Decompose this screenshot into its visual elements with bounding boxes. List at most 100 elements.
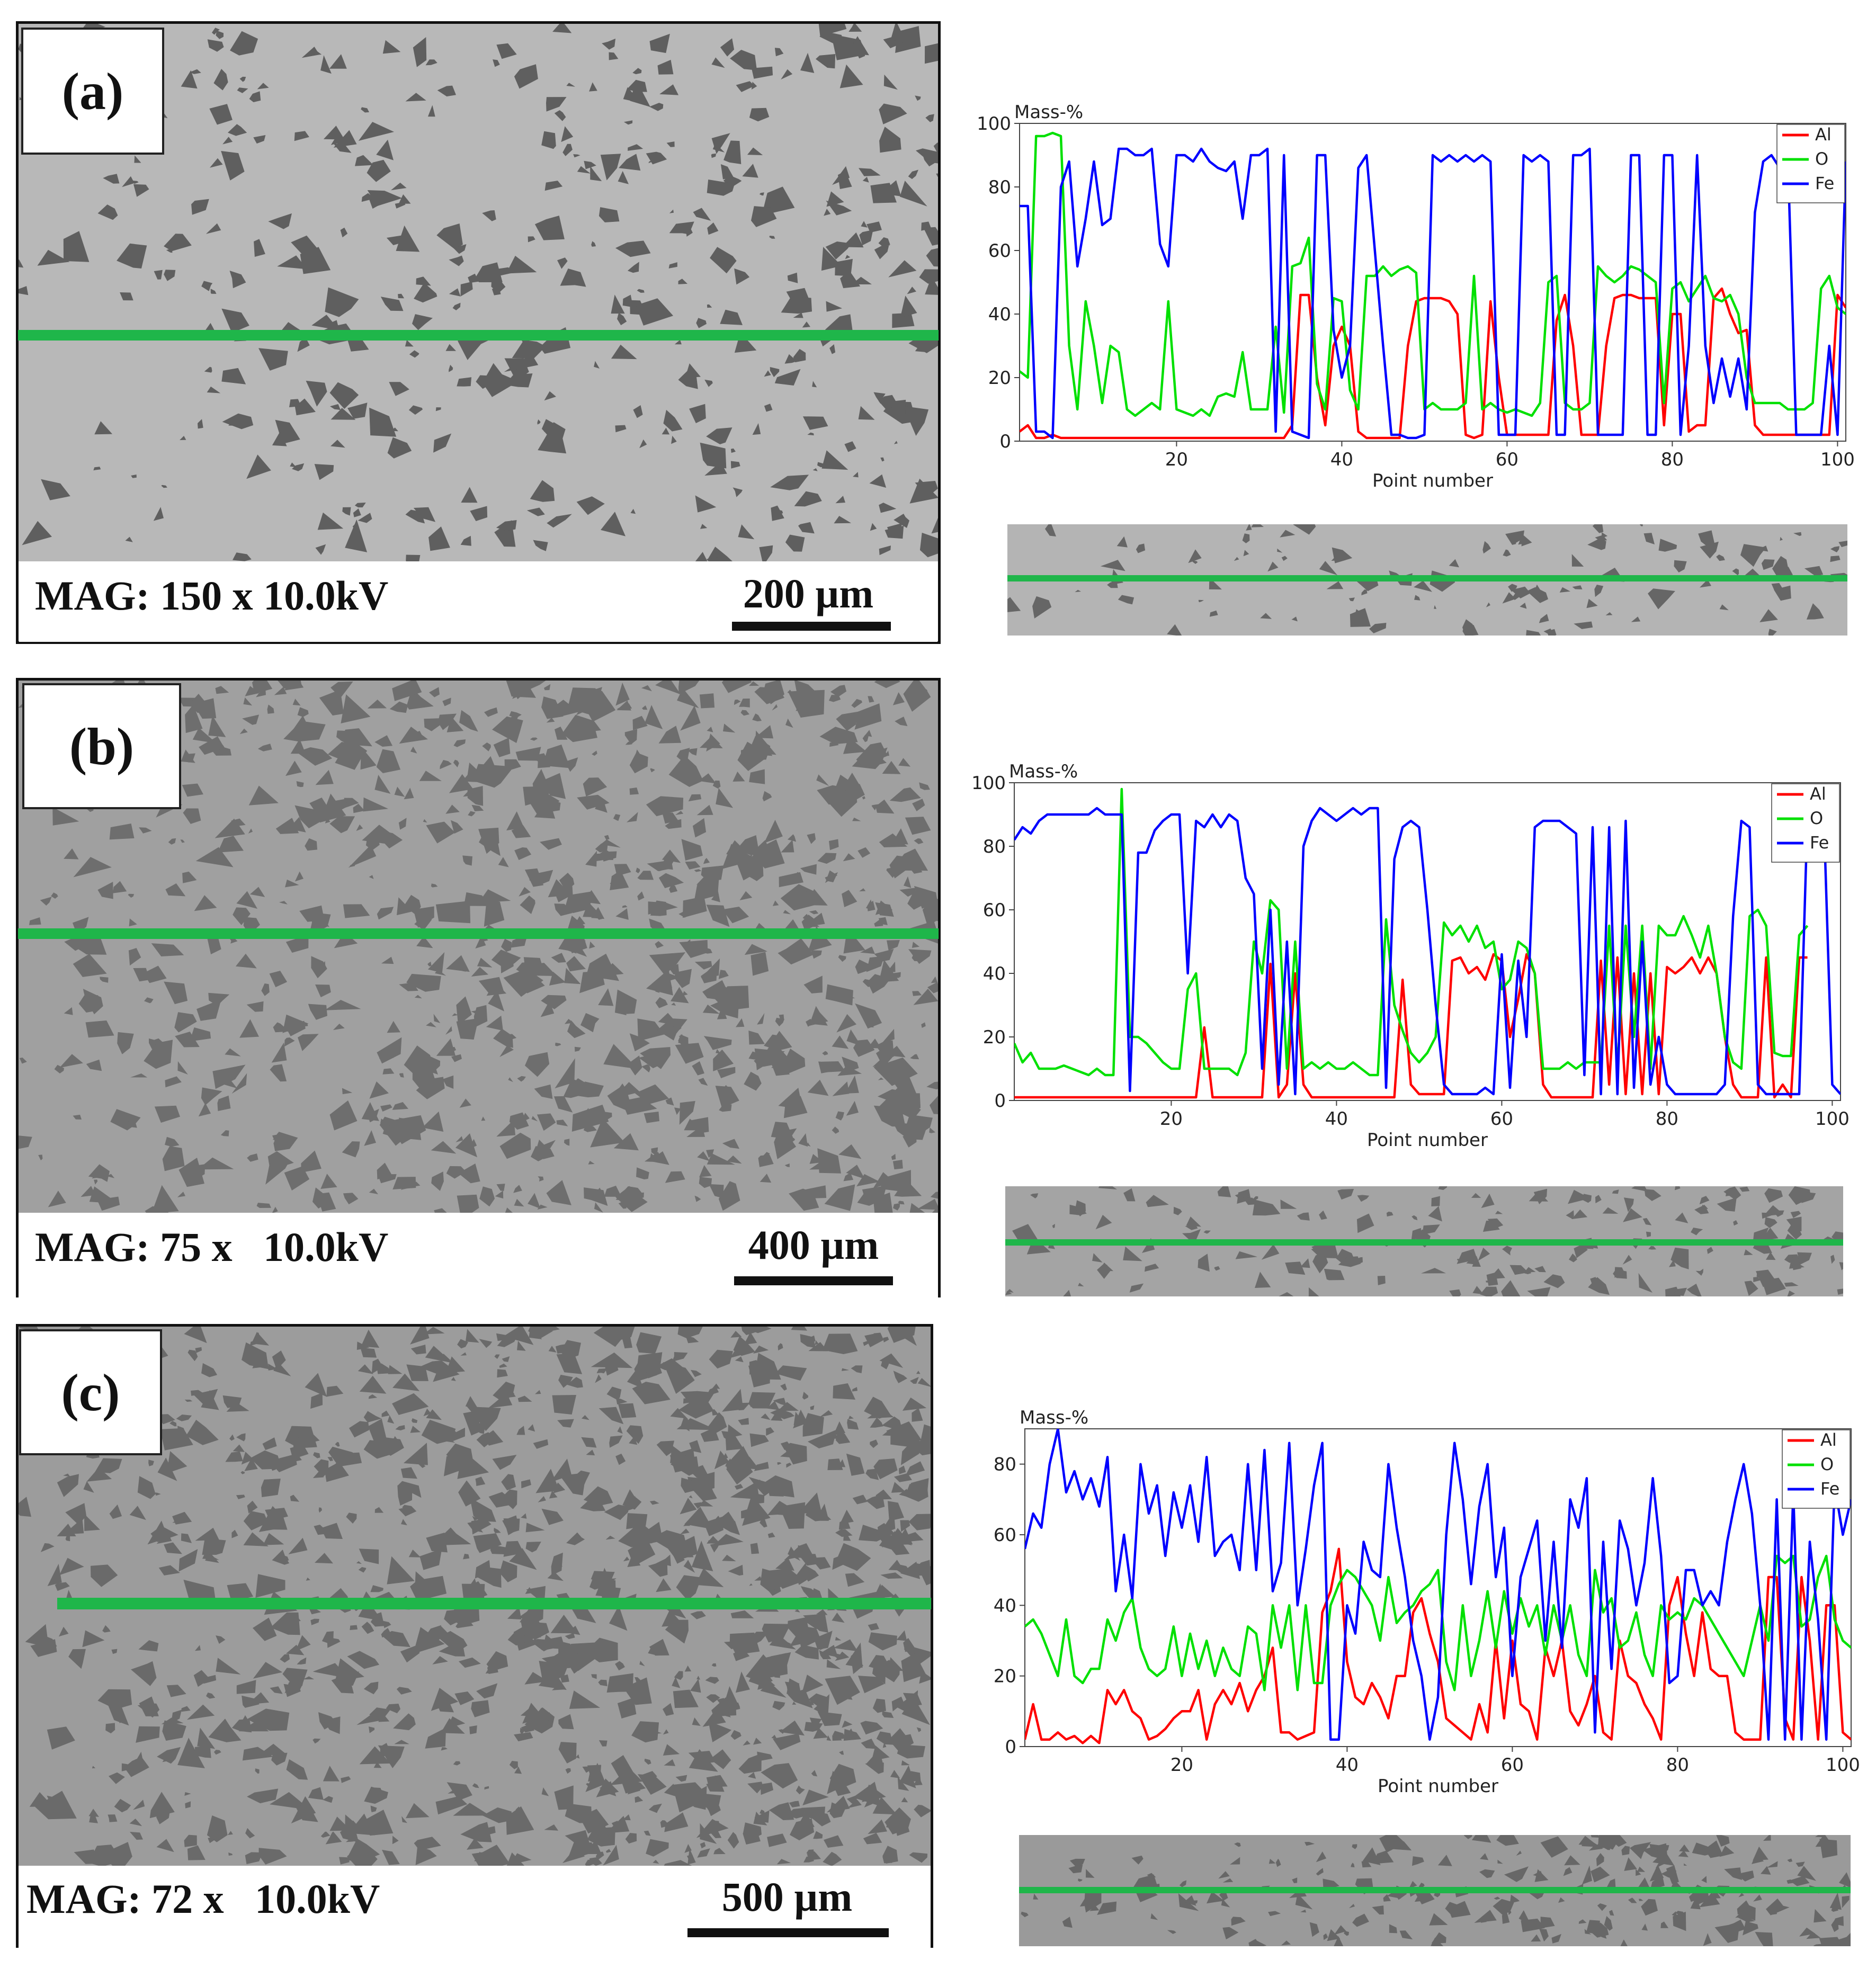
scale-bar-label: 200 µm — [743, 570, 874, 616]
scan-line-a — [18, 330, 939, 341]
series-line-o — [1025, 1554, 1851, 1691]
strip-scan-line-c — [1019, 1887, 1851, 1893]
panel-b-caption: MAG: 75 x 10.0kV 400 µm — [19, 1214, 937, 1297]
magnification-label: MAG: 75 x 10.0kV — [35, 1224, 389, 1270]
x-tick-label: 40 — [1336, 1755, 1359, 1776]
scan-strip-c — [1019, 1835, 1851, 1946]
y-tick-label: 80 — [994, 1454, 1016, 1475]
panel-a-caption: MAG: 150 x 10.0kV 200 µm — [19, 562, 937, 642]
legend-label-fe: Fe — [1810, 833, 1829, 853]
sem-texture-a — [18, 23, 939, 561]
line-profile-chart-a: Mass-% 0 20 40 60 80 100 20 40 60 80 100 Point numbe… — [964, 102, 1864, 516]
y-axis-label: Mass-% — [1009, 761, 1078, 782]
legend-label-fe: Fe — [1815, 173, 1834, 193]
scan-line-b — [18, 928, 939, 939]
line-profile-chart-c: Mass-% 0 20 40 60 80 20 40 60 80 100 Point number Al… — [969, 1407, 1870, 1822]
y-tick-label: 20 — [994, 1666, 1016, 1687]
y-tick-label: 0 — [994, 1090, 1006, 1112]
strip-scan-line-a — [1007, 575, 1847, 581]
x-tick-label: 80 — [1661, 449, 1684, 470]
legend-box — [1776, 124, 1845, 203]
x-tick-label: 100 — [1820, 449, 1855, 470]
series-line-al — [1025, 1547, 1851, 1744]
sem-texture-c — [18, 1327, 931, 1866]
x-tick-label: 40 — [1325, 1108, 1348, 1130]
legend-label-o: O — [1820, 1454, 1834, 1474]
y-tick-label: 20 — [983, 1027, 1006, 1048]
x-tick-label: 80 — [1666, 1755, 1689, 1776]
y-axis-label: Mass-% — [1020, 1407, 1088, 1428]
legend-label-o: O — [1815, 149, 1828, 169]
particle-group — [18, 680, 939, 1213]
line-profile-chart-b: Mass-% 0 20 40 60 80 100 20 40 60 80 100 Point numbe… — [959, 761, 1859, 1176]
panel-b-frame — [16, 678, 941, 1297]
y-tick-label: 100 — [977, 113, 1011, 135]
legend-label-o: O — [1810, 808, 1823, 828]
y-axis-label: Mass-% — [1014, 102, 1083, 123]
panel-label-a: (a) — [21, 28, 164, 155]
y-tick-label: 80 — [988, 177, 1011, 198]
panel-c-caption: MAG: 72 x 10.0kV 500 µm — [19, 1866, 930, 1948]
legend-box — [1771, 783, 1840, 863]
x-tick-label: 20 — [1160, 1108, 1183, 1130]
chart-svg: Mass-% 0 20 40 60 80 100 20 40 60 80 100 Point numbe… — [971, 761, 1850, 1151]
particle-group — [1005, 1186, 1843, 1296]
x-tick-label: 60 — [1496, 449, 1518, 470]
y-tick-label: 20 — [988, 368, 1011, 389]
y-tick-label: 60 — [988, 240, 1011, 262]
y-tick-label: 0 — [1005, 1737, 1016, 1758]
scale-bar-label: 500 µm — [721, 1874, 853, 1920]
series-line-o — [1014, 787, 1809, 1077]
legend-label-al: Al — [1815, 124, 1832, 145]
sem-micrograph-c — [18, 1327, 931, 1866]
x-tick-label: 20 — [1165, 449, 1188, 470]
y-tick-label: 0 — [999, 431, 1011, 452]
legend-box — [1782, 1429, 1851, 1509]
scale-bar — [732, 622, 891, 631]
legend-label-al: Al — [1820, 1430, 1837, 1450]
scan-strip-b — [1005, 1186, 1843, 1296]
strip-scan-line-b — [1005, 1239, 1843, 1246]
y-tick-label: 60 — [983, 900, 1006, 921]
y-tick-label: 40 — [988, 304, 1011, 325]
series-line-o — [1020, 131, 1846, 417]
scale-bar — [687, 1928, 889, 1937]
series-line-fe — [1020, 147, 1846, 440]
panel-label-c: (c) — [19, 1329, 162, 1455]
scale-bar-label: 400 µm — [748, 1222, 879, 1268]
panel-label-b: (b) — [22, 683, 181, 809]
series-line-fe — [1025, 1429, 1851, 1741]
magnification-label: MAG: 72 x 10.0kV — [26, 1876, 380, 1922]
x-tick-label: 100 — [1815, 1108, 1850, 1130]
legend-label-fe: Fe — [1820, 1479, 1839, 1499]
x-axis-label: Point number — [1367, 1130, 1488, 1151]
y-tick-label: 60 — [994, 1525, 1016, 1546]
legend-label-al: Al — [1810, 784, 1826, 804]
panel-c-frame — [16, 1324, 933, 1948]
panel-a-frame — [16, 21, 941, 644]
y-tick-label: 40 — [983, 963, 1006, 984]
x-tick-label: 20 — [1171, 1755, 1193, 1776]
x-tick-label: 60 — [1490, 1108, 1513, 1130]
series-line-al — [1014, 953, 1808, 1099]
scan-line-c — [57, 1598, 931, 1609]
series-line-al — [1020, 287, 1846, 440]
y-tick-label: 40 — [994, 1595, 1016, 1616]
x-tick-label: 80 — [1656, 1108, 1678, 1130]
x-tick-label: 100 — [1826, 1755, 1860, 1776]
series-line-fe — [1014, 807, 1841, 1096]
x-axis-label: Point number — [1372, 470, 1493, 491]
chart-svg: Mass-% 0 20 40 60 80 100 20 40 60 80 100 Point numbe… — [977, 102, 1855, 491]
magnification-label: MAG: 150 x 10.0kV — [35, 572, 389, 619]
y-tick-label: 80 — [983, 836, 1006, 857]
x-tick-label: 40 — [1330, 449, 1353, 470]
particle-group — [18, 1327, 931, 1866]
scale-bar — [734, 1276, 893, 1285]
sem-micrograph-a — [18, 23, 939, 561]
y-tick-label: 100 — [971, 773, 1006, 794]
scan-strip-a — [1007, 524, 1847, 636]
x-tick-label: 60 — [1501, 1755, 1524, 1776]
particle-group — [1021, 1835, 1851, 1946]
chart-svg: Mass-% 0 20 40 60 80 20 40 60 80 100 Point number Al… — [994, 1407, 1860, 1797]
x-axis-label: Point number — [1378, 1776, 1498, 1797]
